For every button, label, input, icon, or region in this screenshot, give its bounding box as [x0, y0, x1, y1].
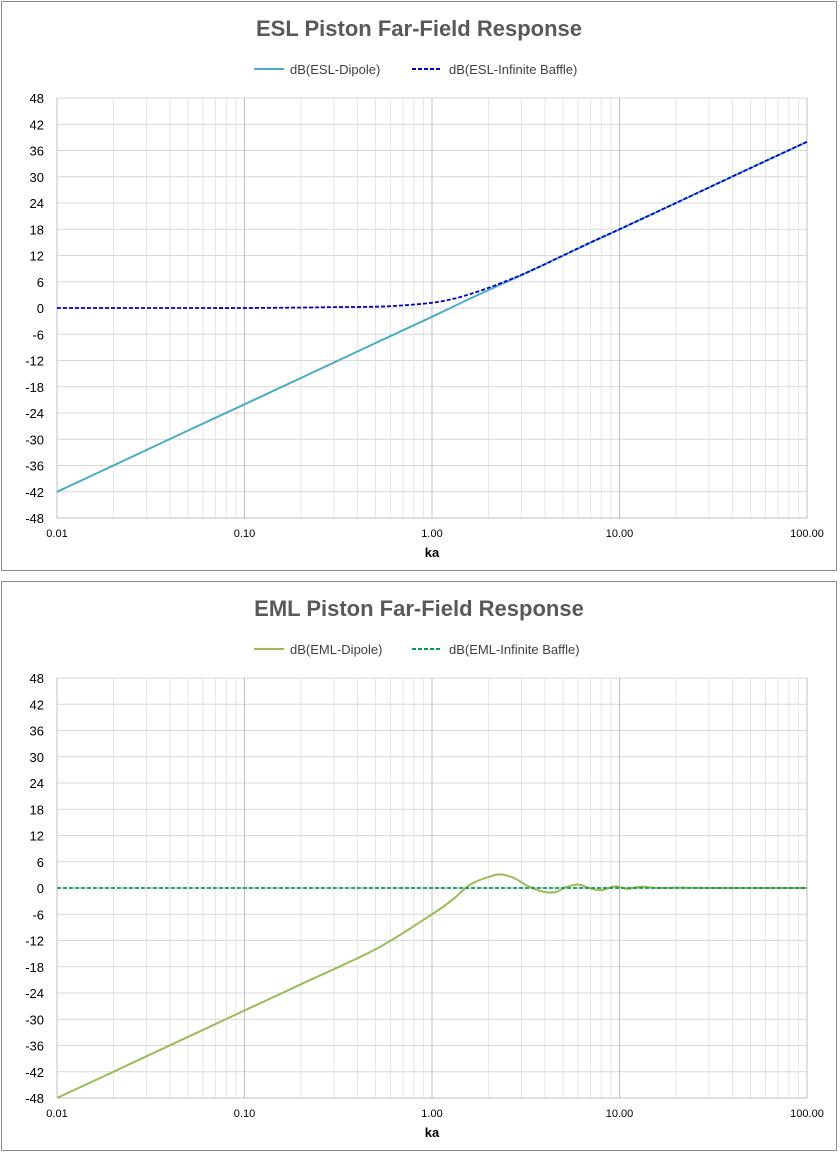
y-tick-label: 36: [30, 724, 44, 739]
y-tick-label: 42: [30, 697, 44, 712]
y-tick-label: 6: [37, 855, 44, 870]
y-tick-label: -42: [25, 485, 44, 500]
series-line-1: [57, 140, 808, 309]
y-tick-label: 0: [37, 881, 44, 896]
y-tick-label: 18: [30, 222, 44, 237]
x-axis-label: ka: [425, 1125, 440, 1140]
y-tick-label: -24: [25, 406, 44, 421]
y-tick-label: -36: [25, 459, 44, 474]
y-tick-label: -42: [25, 1065, 44, 1080]
y-tick-label: 36: [30, 144, 44, 159]
y-tick-label: -18: [25, 380, 44, 395]
y-tick-label: -12: [25, 354, 44, 369]
legend-entry-1: dB(EML-Infinite Baffle): [449, 642, 580, 657]
x-tick-label: 1.00: [421, 528, 442, 540]
chart-panel-esl: ESL Piston Far-Field Response dB(ESL-Dipo…: [1, 1, 837, 571]
x-axis-label: ka: [425, 545, 440, 560]
y-tick-label: 0: [37, 301, 44, 316]
y-tick-label: -12: [25, 934, 44, 949]
y-tick-label: 12: [30, 829, 44, 844]
y-tick-label: -18: [25, 960, 44, 975]
y-tick-label: 48: [30, 671, 44, 686]
y-tick-label: 12: [30, 249, 44, 264]
legend-entry-1: dB(ESL-Infinite Baffle): [449, 62, 577, 77]
y-tick-label: 24: [30, 196, 44, 211]
x-tick-label: 0.10: [234, 1108, 255, 1120]
chart-esl: ESL Piston Far-Field Response dB(ESL-Dipo…: [25, 16, 824, 560]
x-tick-label: 1.00: [421, 1108, 442, 1120]
legend-entry-0: dB(ESL-Dipole): [290, 62, 380, 77]
y-tick-label: 18: [30, 802, 44, 817]
y-tick-label: -30: [25, 432, 44, 447]
chart-title: EML Piston Far-Field Response: [254, 596, 584, 621]
chart-eml: EML Piston Far-Field Response dB(EML-Dipo…: [25, 596, 824, 1140]
x-tick-label: 10.00: [606, 1108, 634, 1120]
y-tick-label: 24: [30, 776, 44, 791]
x-tick-label: 0.01: [46, 528, 67, 540]
x-tick-label: 100.00: [790, 528, 824, 540]
y-tick-label: -48: [25, 511, 44, 526]
series-line-0: [56, 140, 808, 493]
y-tick-label: -36: [25, 1039, 44, 1054]
x-tick-label: 10.00: [606, 528, 634, 540]
x-tick-label: 100.00: [790, 1108, 824, 1120]
y-tick-label: 48: [30, 91, 44, 106]
x-tick-label: 0.10: [234, 528, 255, 540]
y-tick-label: 30: [30, 750, 44, 765]
y-tick-label: 42: [30, 117, 44, 132]
chart-title: ESL Piston Far-Field Response: [256, 16, 582, 41]
y-tick-label: -30: [25, 1012, 44, 1027]
y-tick-label: -6: [32, 327, 44, 342]
legend-entry-0: dB(EML-Dipole): [290, 642, 382, 657]
y-tick-label: 30: [30, 170, 44, 185]
y-tick-label: 6: [37, 275, 44, 290]
y-tick-label: -24: [25, 986, 44, 1001]
y-tick-label: -48: [25, 1091, 44, 1106]
chart-panel-eml: EML Piston Far-Field Response dB(EML-Dipo…: [1, 581, 837, 1151]
y-tick-label: -6: [32, 907, 44, 922]
x-tick-label: 0.01: [46, 1108, 67, 1120]
series-line-0: [56, 873, 807, 1099]
